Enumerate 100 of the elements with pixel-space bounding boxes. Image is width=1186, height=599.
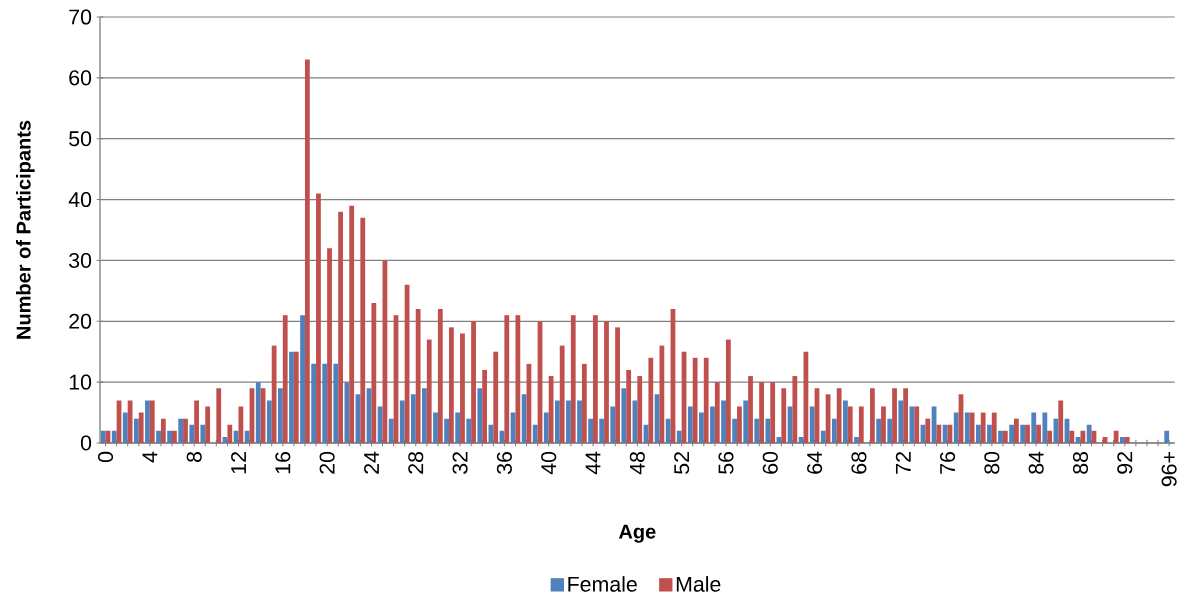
bar [216,388,222,443]
bar [809,406,815,443]
x-tick-label: 40 [541,451,557,475]
bar [311,363,317,443]
bar [371,303,377,443]
bar [172,430,177,443]
bar [975,424,981,443]
bar [1113,430,1119,443]
x-tick-label: 44 [585,451,601,475]
bar [138,412,144,443]
bar [759,382,764,443]
x-tick-label: 36 [496,451,512,474]
bar [338,211,343,443]
bar [964,412,970,443]
bar [737,406,742,443]
bar [914,406,920,443]
bar [1069,430,1075,443]
y-tick-label: 30 [69,252,92,268]
bar [876,418,882,443]
bar [433,412,438,443]
x-tick-label: 56 [718,451,734,474]
bar [333,363,339,443]
bar [477,388,483,443]
bar [1025,424,1030,443]
bar [300,315,305,443]
bar [448,327,454,443]
y-tick-label: 40 [68,192,92,208]
bar [987,424,992,443]
x-tick-label: 88 [1072,451,1089,474]
bar [991,412,997,443]
bar [504,315,510,443]
bar [455,412,461,443]
bar [200,424,206,443]
bar [881,406,886,443]
bar [925,418,931,443]
bar [1009,424,1015,443]
bar [676,430,682,443]
bar [699,412,704,443]
x-tick-label: 80 [984,451,1000,474]
x-tick-label: 20 [319,451,335,474]
bar [570,315,576,443]
bar [399,400,405,443]
bar [1002,430,1008,443]
bar [1124,436,1130,443]
bar [754,418,760,443]
bar [194,400,199,443]
bar [160,418,166,443]
x-tick-label: 52 [674,452,690,474]
bar [133,418,139,443]
bar [127,400,133,443]
y-tick-label: 50 [69,131,92,147]
bar [1086,424,1092,443]
bar [898,400,904,443]
bar [149,400,155,443]
bar [289,351,294,443]
x-tick-label: 64 [807,451,823,474]
bar [388,418,394,443]
bar [100,430,106,443]
bar [437,309,443,443]
bar [770,382,776,443]
x-tick-label: 60 [762,451,778,474]
bar [266,400,272,443]
bar [1164,430,1170,443]
bar [471,321,476,443]
bar [349,205,355,443]
bar [953,412,959,443]
bar [410,394,416,443]
bar [798,436,804,443]
bar [588,418,594,443]
bar [792,376,798,443]
bar [998,430,1003,443]
bar [178,418,184,443]
bar [858,406,864,443]
bar [936,424,942,443]
bar [909,406,915,443]
bar [255,382,261,443]
bar [692,357,698,443]
bar [710,406,715,443]
bar [167,430,173,443]
bar [271,345,277,443]
bar [554,400,560,443]
bar [344,382,350,443]
bar [687,406,693,443]
bar [1036,424,1041,443]
bar [869,388,875,443]
bar [748,376,753,443]
bar [820,430,826,443]
x-tick-label: 76 [939,451,956,474]
bar [482,369,488,443]
bar [626,369,632,443]
bar [648,357,654,443]
bar [122,412,128,443]
bar [765,418,771,443]
bar [543,412,549,443]
y-tick-label: 70 [69,9,92,25]
x-tick-label: 96+ [1161,452,1177,487]
y-axis-title: Number of Participants [16,120,35,339]
bar [621,388,627,443]
x-tick-label: 72 [895,452,911,474]
bar [703,357,709,443]
